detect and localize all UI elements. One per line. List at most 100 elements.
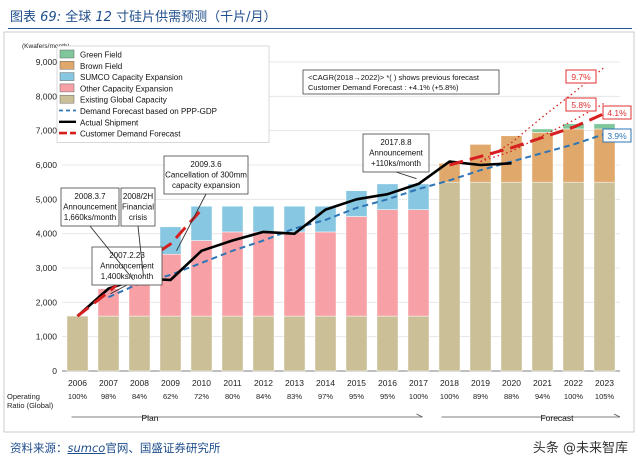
y-tick-label: 5,000 bbox=[36, 194, 58, 204]
legend-swatch bbox=[59, 83, 75, 93]
operating-ratio-value: 100% bbox=[409, 392, 429, 401]
x-tick-label: 2019 bbox=[471, 378, 490, 388]
operating-ratio-value: 94% bbox=[535, 392, 550, 401]
other-expansion-bar bbox=[376, 209, 399, 317]
legend-label: Demand Forecast based on PPP-GDP bbox=[80, 107, 217, 116]
operating-ratio-value: 105% bbox=[595, 392, 615, 401]
legend-box bbox=[56, 45, 270, 143]
annotation-text: 2008/2H bbox=[123, 192, 153, 201]
operating-ratio-label: Ratio (Global) bbox=[7, 401, 54, 410]
forecast-arrowhead bbox=[613, 413, 621, 418]
existing-bar bbox=[469, 181, 492, 372]
y-tick-label: 7,000 bbox=[36, 126, 58, 136]
figure-title-num: 12 bbox=[95, 10, 112, 25]
brown-field-bar bbox=[438, 163, 461, 183]
other-expansion-bar bbox=[283, 231, 306, 317]
other-expansion-bar bbox=[407, 209, 430, 317]
annotation-text: Financial bbox=[122, 203, 154, 212]
sumco-expansion-bar bbox=[221, 205, 244, 233]
existing-bar bbox=[159, 315, 182, 372]
legend: Green Field Brown Field SUMCO Capacity Exp… bbox=[56, 45, 270, 143]
other-expansion-bar bbox=[345, 216, 368, 317]
existing-bar bbox=[314, 315, 337, 372]
x-tick-label: 2018 bbox=[440, 378, 459, 388]
x-tick-label: 2014 bbox=[316, 378, 335, 388]
operating-ratio-value: 100% bbox=[564, 392, 584, 401]
operating-ratio-value: 80% bbox=[225, 392, 240, 401]
operating-ratio-value: 100% bbox=[68, 392, 88, 401]
x-tick-label: 2013 bbox=[285, 378, 304, 388]
forecast-label-text: 3.9% bbox=[607, 131, 627, 141]
figure-title-post: 寸硅片供需预测（千片/月） bbox=[116, 10, 277, 25]
operating-ratio-value: 89% bbox=[473, 392, 488, 401]
watermark: 头条 @未来智库 bbox=[532, 441, 628, 456]
y-tick-label: 9,000 bbox=[36, 57, 58, 67]
brown-field-bar bbox=[562, 128, 585, 183]
other-expansion-bar bbox=[221, 231, 244, 317]
annotation-text: capacity expansion bbox=[172, 181, 240, 190]
operating-ratio-value: 84% bbox=[132, 392, 147, 401]
annotation-text: 2017.8.8 bbox=[380, 138, 412, 147]
annotation-text: Cancellation of 300mm bbox=[165, 171, 247, 180]
forecast-label-text: 4.1% bbox=[607, 108, 627, 118]
operating-ratio-value: 62% bbox=[163, 392, 178, 401]
y-tick-label: 8,000 bbox=[36, 91, 58, 101]
annotation-box bbox=[60, 187, 120, 227]
forecast-label-text: 9.7% bbox=[571, 72, 591, 82]
operating-ratio-label: Operating bbox=[7, 392, 40, 401]
x-tick-label: 2011 bbox=[223, 378, 242, 388]
other-expansion-bar bbox=[97, 288, 120, 317]
source-line: 资料来源：sumco官网、国盛证券研究所 bbox=[10, 440, 220, 456]
annotation-box bbox=[120, 187, 156, 227]
y-axis-label: (Kwafers/month) bbox=[22, 43, 70, 50]
x-tick-label: 2009 bbox=[161, 378, 180, 388]
figure-number: 69: bbox=[40, 10, 62, 25]
annotation-text: 1,400ks/month bbox=[101, 272, 153, 281]
legend-label: Brown Field bbox=[80, 62, 122, 71]
existing-bar bbox=[283, 315, 306, 372]
x-tick-label: 2006 bbox=[68, 378, 87, 388]
annotation-pointer bbox=[395, 171, 417, 180]
existing-bar bbox=[252, 315, 275, 372]
annotation-pointer bbox=[176, 193, 207, 252]
operating-ratio-value: 100% bbox=[440, 392, 460, 401]
annotations: 2007.2.23Announcement1,400ks/month2008.3… bbox=[60, 69, 632, 295]
forecast-label-box bbox=[602, 128, 632, 143]
x-tick-label: 2023 bbox=[595, 378, 614, 388]
customer-demand-line bbox=[76, 208, 203, 318]
existing-bar bbox=[345, 315, 368, 372]
figure-title-pre: 全球 bbox=[65, 10, 92, 25]
operating-ratio-value: 72% bbox=[194, 392, 209, 401]
legend-label: Existing Global Capacity bbox=[80, 96, 167, 105]
annotation-box bbox=[362, 133, 430, 173]
legend-swatch bbox=[59, 94, 75, 104]
legend-swatch bbox=[59, 72, 75, 81]
annotation-pointer bbox=[89, 225, 134, 281]
operating-ratio-value: 95% bbox=[380, 392, 395, 401]
sumco-expansion-bar bbox=[407, 183, 430, 210]
existing-bar bbox=[562, 181, 585, 372]
annotation-text: crisis bbox=[129, 213, 147, 222]
annotation-text: 2007.2.23 bbox=[109, 251, 145, 260]
operating-ratio-value: 84% bbox=[256, 392, 271, 401]
x-tick-label: 2012 bbox=[254, 378, 273, 388]
period-labels: Plan Forecast bbox=[71, 413, 621, 423]
existing-bar bbox=[438, 181, 461, 372]
forecast-label-box bbox=[565, 69, 597, 84]
info-box-line: <CAGR(2018→2022)> *( ) shows previous fo… bbox=[308, 73, 480, 82]
operating-ratio-value: 88% bbox=[504, 392, 519, 401]
axes: (Kwafers/month) 0 1,000 2,000 3,000 4,000 5,0… bbox=[7, 43, 614, 410]
annotation-pointer bbox=[110, 284, 128, 295]
operating-ratio-value: 95% bbox=[349, 392, 364, 401]
sumco-expansion-bar bbox=[283, 205, 306, 233]
annotation-text: 2008.3.7 bbox=[74, 192, 106, 201]
x-tick-label: 2021 bbox=[533, 378, 552, 388]
source-prefix: 资料来源： bbox=[10, 441, 68, 455]
existing-bar bbox=[500, 181, 523, 372]
x-tick-label: 2020 bbox=[502, 378, 521, 388]
plan-label: Plan bbox=[141, 413, 158, 423]
figure-header: 图表 69: 全球 12 寸硅片供需预测（千片/月） bbox=[0, 0, 640, 30]
header-rule bbox=[8, 28, 632, 29]
legend-swatch bbox=[59, 61, 75, 70]
y-tick-label: 4,000 bbox=[36, 229, 58, 239]
